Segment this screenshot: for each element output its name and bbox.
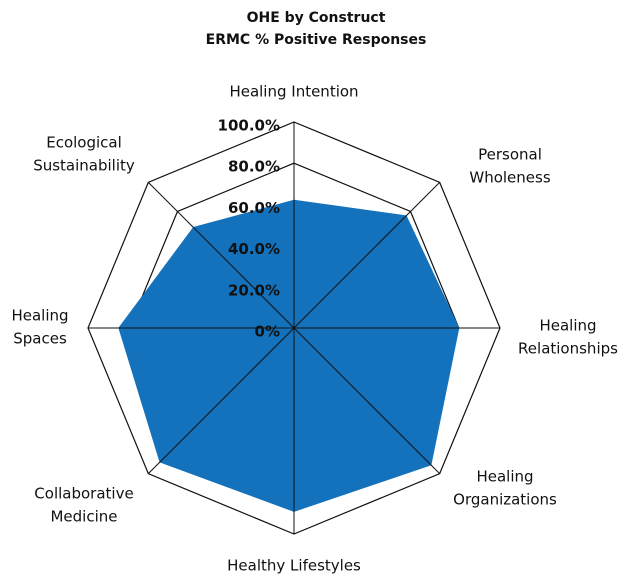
r-tick-label: 20.0%	[228, 281, 280, 299]
spoke	[147, 327, 295, 475]
r-tick-label: 100.0%	[218, 117, 280, 135]
spoke	[293, 181, 441, 329]
category-label: Collaborative Medicine	[34, 484, 133, 525]
data-area	[118, 199, 460, 512]
category-label: Healing Organizations	[453, 467, 557, 508]
r-tick-label: 60.0%	[228, 199, 280, 217]
category-label: Healing Intention	[229, 83, 358, 101]
category-label: Healing Spaces	[11, 306, 68, 347]
spoke	[293, 327, 441, 475]
chart-subtitle: ERMC % Positive Responses	[206, 32, 427, 48]
r-tick-label: 40.0%	[228, 240, 280, 258]
category-label: Ecological Sustainability	[33, 133, 135, 174]
category-label: Healing Relationships	[518, 316, 618, 357]
category-label: Personal Wholeness	[469, 145, 550, 186]
r-tick-label: 0%	[255, 323, 280, 341]
r-tick-label: 80.0%	[228, 158, 280, 176]
spoke	[147, 181, 295, 329]
category-label: Healthy Lifestyles	[227, 557, 361, 575]
chart-title: OHE by Construct	[247, 10, 386, 26]
